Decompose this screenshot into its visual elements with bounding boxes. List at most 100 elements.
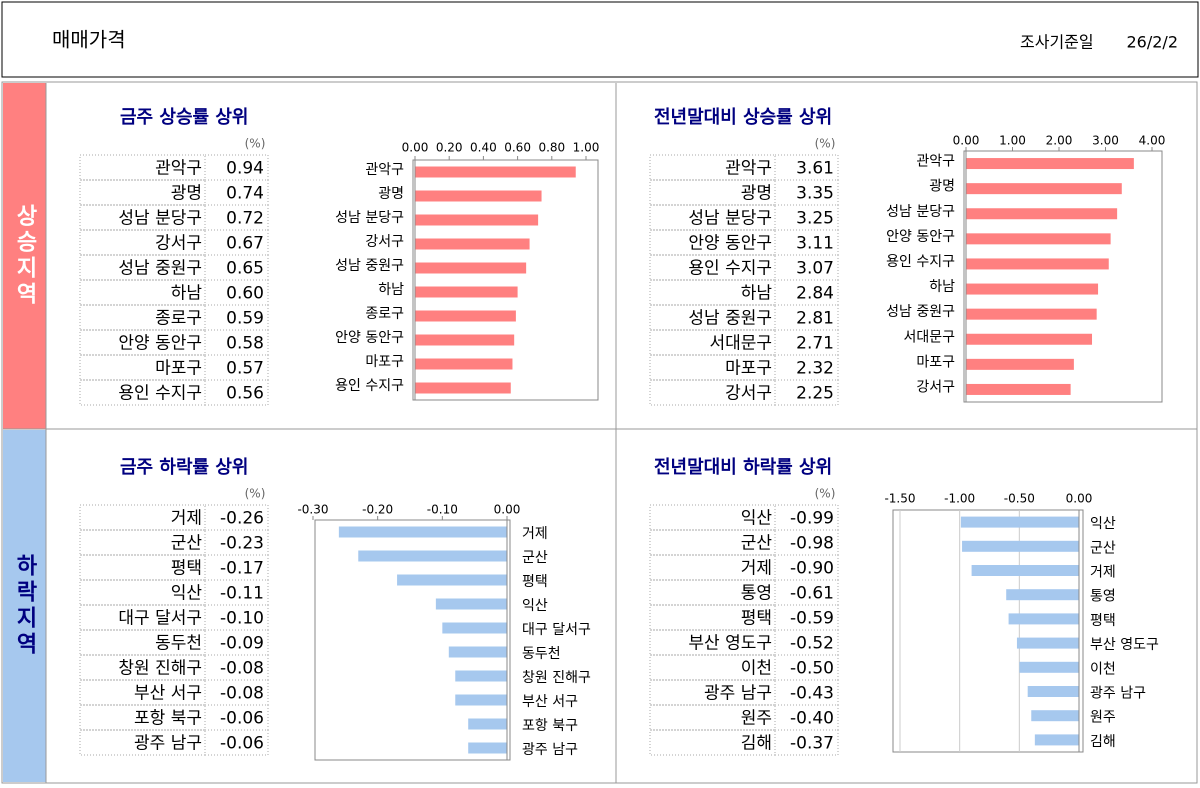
table-cell — [774, 154, 839, 181]
table-category: 서대문구 — [709, 334, 772, 354]
y-category-label: 광주 남구 — [1090, 686, 1146, 702]
table-value: 0.58 — [226, 334, 264, 354]
table-category: 광주 남구 — [134, 734, 202, 754]
table-cell — [774, 579, 839, 606]
table-cell — [774, 654, 839, 681]
section-band — [3, 430, 46, 782]
table-value: -0.61 — [790, 584, 834, 604]
date-label: 조사기준일 — [1020, 33, 1094, 52]
unit-label: (%) — [245, 487, 266, 501]
x-tick-label: 1.00 — [999, 134, 1026, 148]
table-value: -0.98 — [790, 534, 834, 554]
table-category: 동두천 — [155, 634, 202, 654]
x-tick-label: 2.00 — [1046, 134, 1073, 148]
table-value: 3.11 — [796, 234, 834, 254]
bar — [415, 310, 516, 322]
bar — [966, 183, 1122, 195]
y-category-label: 광명 — [929, 179, 955, 195]
table-value: -0.50 — [790, 659, 834, 679]
section-band — [3, 83, 46, 429]
bar — [358, 550, 507, 562]
table-cell — [774, 254, 839, 281]
bar — [415, 382, 511, 394]
bar — [415, 334, 515, 346]
table-value: -0.26 — [220, 509, 264, 529]
bar — [971, 565, 1079, 576]
bar — [1008, 613, 1079, 625]
table-value: 0.56 — [226, 384, 264, 404]
table-category: 강서구 — [725, 384, 772, 404]
table-category: 성남 분당구 — [118, 209, 202, 229]
y-category-label: 광주 남구 — [522, 742, 578, 758]
x-tick-label: 3.00 — [1092, 134, 1119, 148]
y-category-label: 마포구 — [916, 354, 955, 370]
bar — [1016, 637, 1079, 649]
y-category-label: 군산 — [1090, 540, 1116, 556]
table-value: -0.40 — [790, 709, 834, 729]
bar — [415, 190, 542, 202]
table-value: -0.11 — [220, 584, 264, 604]
bar — [415, 286, 518, 298]
table-category: 강서구 — [155, 234, 202, 254]
table-value: 2.71 — [796, 334, 834, 354]
bar — [966, 233, 1111, 245]
bar — [966, 308, 1097, 320]
table-category: 평택 — [741, 609, 772, 629]
table-category: 광주 남구 — [704, 684, 772, 704]
panel-title: 전년말대비 상승률 상위 — [654, 107, 832, 128]
table-value: 3.61 — [796, 159, 834, 179]
bar — [338, 526, 507, 538]
bar — [966, 258, 1109, 270]
panel-title: 금주 하락률 상위 — [120, 457, 248, 478]
header-title: 매매가격 — [52, 28, 126, 52]
y-category-label: 용인 수지구 — [886, 254, 955, 270]
y-category-label: 관악구 — [365, 162, 404, 178]
x-tick-label: 4.00 — [1139, 134, 1166, 148]
table-value: 2.25 — [796, 384, 834, 404]
table-cell — [774, 379, 839, 406]
x-tick-label: -1.00 — [944, 492, 975, 506]
table-category: 부산 서구 — [134, 684, 202, 704]
y-category-label: 안양 동안구 — [335, 330, 404, 346]
x-tick-label: 1.00 — [573, 141, 600, 155]
y-category-label: 성남 중원구 — [335, 258, 404, 274]
bar — [435, 598, 507, 610]
bar — [962, 540, 1079, 552]
bar — [1019, 661, 1079, 673]
x-tick-label: -0.20 — [362, 503, 393, 517]
table-cell — [204, 304, 269, 331]
y-category-label: 익산 — [522, 598, 548, 614]
table-cell — [774, 179, 839, 206]
y-category-label: 성남 중원구 — [886, 304, 955, 320]
y-category-label: 하남 — [929, 279, 955, 295]
table-category: 익산 — [171, 584, 203, 604]
bar — [397, 574, 507, 586]
table-cell — [204, 679, 269, 706]
table-category: 포항 북구 — [134, 709, 202, 729]
table-category: 창원 진해구 — [118, 659, 202, 679]
table-cell — [774, 329, 839, 356]
y-category-label: 안양 동안구 — [886, 229, 955, 245]
table-category: 성남 분당구 — [688, 209, 772, 229]
x-tick-label: 0.40 — [470, 141, 497, 155]
y-category-label: 광명 — [378, 186, 404, 202]
section-label: 하락지역 — [12, 554, 37, 658]
table-cell — [774, 554, 839, 581]
table-cell — [204, 629, 269, 656]
table-value: 2.84 — [796, 284, 834, 304]
y-category-label: 포항 북구 — [522, 718, 578, 734]
table-value: -0.10 — [220, 609, 264, 629]
bar — [415, 238, 530, 250]
table-cell — [774, 504, 839, 531]
table-value: 0.57 — [226, 359, 264, 379]
table-cell — [774, 679, 839, 706]
panel-title: 금주 상승률 상위 — [120, 107, 248, 128]
bar — [966, 208, 1118, 220]
table-category: 용인 수지구 — [118, 384, 202, 404]
table-value: -0.08 — [220, 659, 264, 679]
y-category-label: 창원 진해구 — [522, 670, 591, 686]
table-value: -0.37 — [790, 734, 834, 754]
x-tick-label: 0.20 — [436, 141, 463, 155]
y-category-label: 이천 — [1090, 661, 1116, 677]
